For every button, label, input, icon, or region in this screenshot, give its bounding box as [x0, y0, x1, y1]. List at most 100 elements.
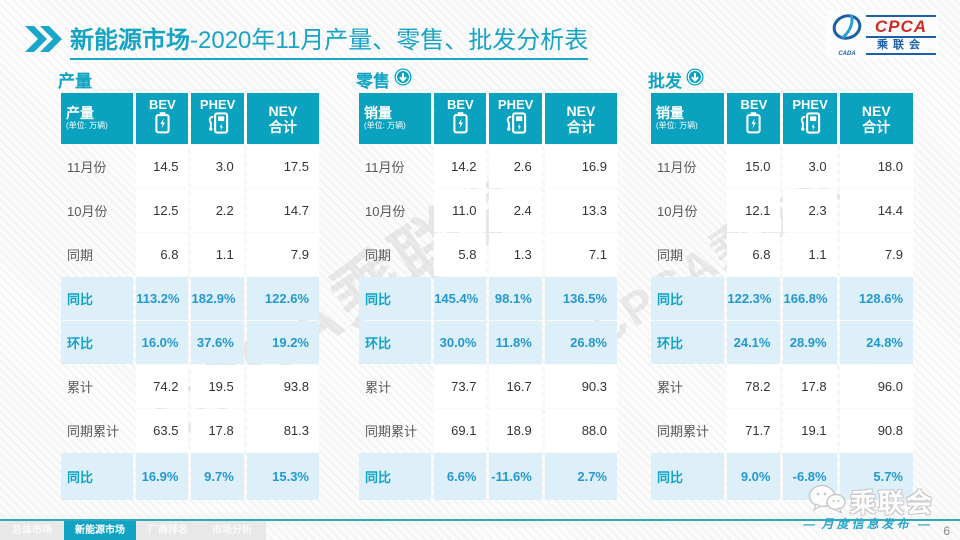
- cell-value: 6.6%: [434, 453, 487, 500]
- cell-value: 16.7: [489, 365, 542, 408]
- row-label: 环比: [61, 321, 134, 364]
- table-body: 11月份 14.2 2.6 16.9 10月份 11.0 2.4 13.3 同期 5.8 1.3 7.…: [359, 145, 617, 500]
- table-row: 累计 78.2 17.8 96.0: [651, 365, 913, 408]
- wechat-org-label: 乘联会: [849, 488, 934, 518]
- table-row: 11月份 14.5 3.0 17.5: [61, 145, 319, 188]
- cell-value: 1.3: [489, 233, 542, 276]
- cell-value: 74.2: [136, 365, 189, 408]
- row-label: 11月份: [657, 160, 697, 175]
- footer-tab-总体市场[interactable]: 总体市场: [12, 525, 52, 536]
- footer-tab-市场分析[interactable]: 市场分析: [212, 525, 252, 536]
- page-title-bold: 新能源市场: [70, 27, 190, 54]
- unit-header-cell: 销量 (单位: 万辆): [651, 93, 725, 144]
- data-table: 产量 (单位: 万辆) BEV: [58, 92, 322, 501]
- row-label: 同期累计: [365, 424, 418, 439]
- cell-value: 11.0: [434, 189, 487, 232]
- table-header-row: 产量 (单位: 万辆) BEV: [61, 93, 319, 144]
- cell-value: 78.2: [727, 365, 781, 408]
- bev-header-cell: BEV: [727, 93, 781, 144]
- cpca-logo: CADA CPCA 乘联会: [826, 10, 938, 58]
- cell-value: 122.3%: [727, 277, 781, 320]
- footer-divider-line: [0, 519, 960, 521]
- cell-value: 26.8%: [544, 321, 617, 364]
- col-phev-label: PHEV: [497, 97, 534, 112]
- row-label: 累计: [365, 380, 392, 395]
- cell-value: 2.4: [489, 189, 542, 232]
- page-number: 6: [943, 524, 950, 538]
- unit-label: 销量: [364, 105, 392, 121]
- section-header: 零售: [356, 66, 620, 92]
- cell-value: 113.2%: [136, 277, 189, 320]
- col-nev-line2: 合计: [268, 118, 297, 135]
- cell-value: 28.9%: [783, 321, 837, 364]
- row-label: 环比: [651, 321, 725, 364]
- page-title-rest: -2020年11月产量、零售、批发分析表: [190, 27, 589, 54]
- row-label: 11月份: [67, 160, 107, 175]
- cell-value: 5.7%: [839, 453, 913, 500]
- cell-value: 166.8%: [783, 277, 837, 320]
- col-nev-line1: NEV: [861, 102, 891, 119]
- cell-value: 37.6%: [191, 321, 244, 364]
- cell-value: 93.8: [246, 365, 319, 408]
- charging-station-icon: [207, 112, 229, 138]
- tables-row: 产量 产量 (单位: 万辆) BEV: [58, 66, 916, 501]
- cell-value: 14.5: [136, 145, 189, 188]
- cell-value: 24.8%: [839, 321, 913, 364]
- cell-value: 17.5: [246, 145, 319, 188]
- battery-icon: [453, 112, 468, 138]
- table-row: 10月份 12.5 2.2 14.7: [61, 189, 319, 232]
- section-title: 零售: [356, 71, 390, 91]
- table-row: 同期累计 69.1 18.9 88.0: [359, 409, 617, 452]
- footer-tab-新能源市场[interactable]: 新能源市场: [64, 521, 136, 540]
- data-table: 销量 (单位: 万辆) BEV: [648, 92, 916, 501]
- page-title: 新能源市场-2020年11月产量、零售、批发分析表: [70, 20, 589, 60]
- row-label: 环比: [359, 321, 432, 364]
- col-nev-line2: 合计: [862, 118, 891, 135]
- table-row: 累计 74.2 19.5 93.8: [61, 365, 319, 408]
- cada-label: CADA: [838, 50, 856, 57]
- table-row: 环比 16.0% 37.6% 19.2%: [61, 321, 319, 364]
- table-row: 同比 16.9% 9.7% 15.3%: [61, 453, 319, 500]
- footer-tab-厂商排名[interactable]: 厂商排名: [148, 525, 188, 536]
- wechat-icon: [808, 484, 846, 519]
- section-header: 产量: [58, 66, 322, 92]
- section-title: 产量: [58, 71, 92, 91]
- cell-value: 6.8: [727, 233, 781, 276]
- cell-value: 90.8: [839, 409, 913, 452]
- cell-value: 30.0%: [434, 321, 487, 364]
- cell-value: 73.7: [434, 365, 487, 408]
- cell-value: -11.6%: [489, 453, 542, 500]
- row-label: 同期: [657, 248, 684, 263]
- cell-value: 7.9: [839, 233, 913, 276]
- cell-value: 16.0%: [136, 321, 189, 364]
- table-header-row: 销量 (单位: 万辆) BEV: [651, 93, 913, 144]
- cell-value: 16.9%: [136, 453, 189, 500]
- nev-header-cell: NEV 合计: [839, 93, 913, 144]
- bev-header-cell: BEV: [434, 93, 487, 144]
- down-arrow-circle-icon: [686, 68, 704, 91]
- col-bev-label: BEV: [740, 97, 768, 112]
- unit-header-cell: 产量 (单位: 万辆): [61, 93, 134, 144]
- col-nev-line1: NEV: [268, 102, 298, 119]
- table-body: 11月份 15.0 3.0 18.0 10月份 12.1 2.3 14.4 同期 6.8 1.1 7.…: [651, 145, 913, 500]
- row-label: 同期累计: [67, 424, 120, 439]
- table-row: 10月份 12.1 2.3 14.4: [651, 189, 913, 232]
- cell-value: 88.0: [544, 409, 617, 452]
- col-nev-line2: 合计: [566, 118, 595, 135]
- cell-value: 2.7%: [544, 453, 617, 500]
- cell-value: 16.9: [544, 145, 617, 188]
- slide-header: 新能源市场-2020年11月产量、零售、批发分析表: [24, 20, 810, 60]
- cell-value: 11.8%: [489, 321, 542, 364]
- cell-value: 7.1: [544, 233, 617, 276]
- cell-value: 71.7: [727, 409, 781, 452]
- row-label: 累计: [67, 380, 94, 395]
- col-phev-label: PHEV: [199, 97, 236, 112]
- nev-header-cell: NEV 合计: [246, 93, 319, 144]
- cell-value: 6.8: [136, 233, 189, 276]
- cell-value: 1.1: [783, 233, 837, 276]
- table-row: 同比 113.2% 182.9% 122.6%: [61, 277, 319, 320]
- down-arrow-circle-icon: [394, 68, 412, 91]
- cell-value: 19.1: [783, 409, 837, 452]
- table-row: 同期累计 63.5 17.8 81.3: [61, 409, 319, 452]
- section-title: 批发: [648, 71, 682, 91]
